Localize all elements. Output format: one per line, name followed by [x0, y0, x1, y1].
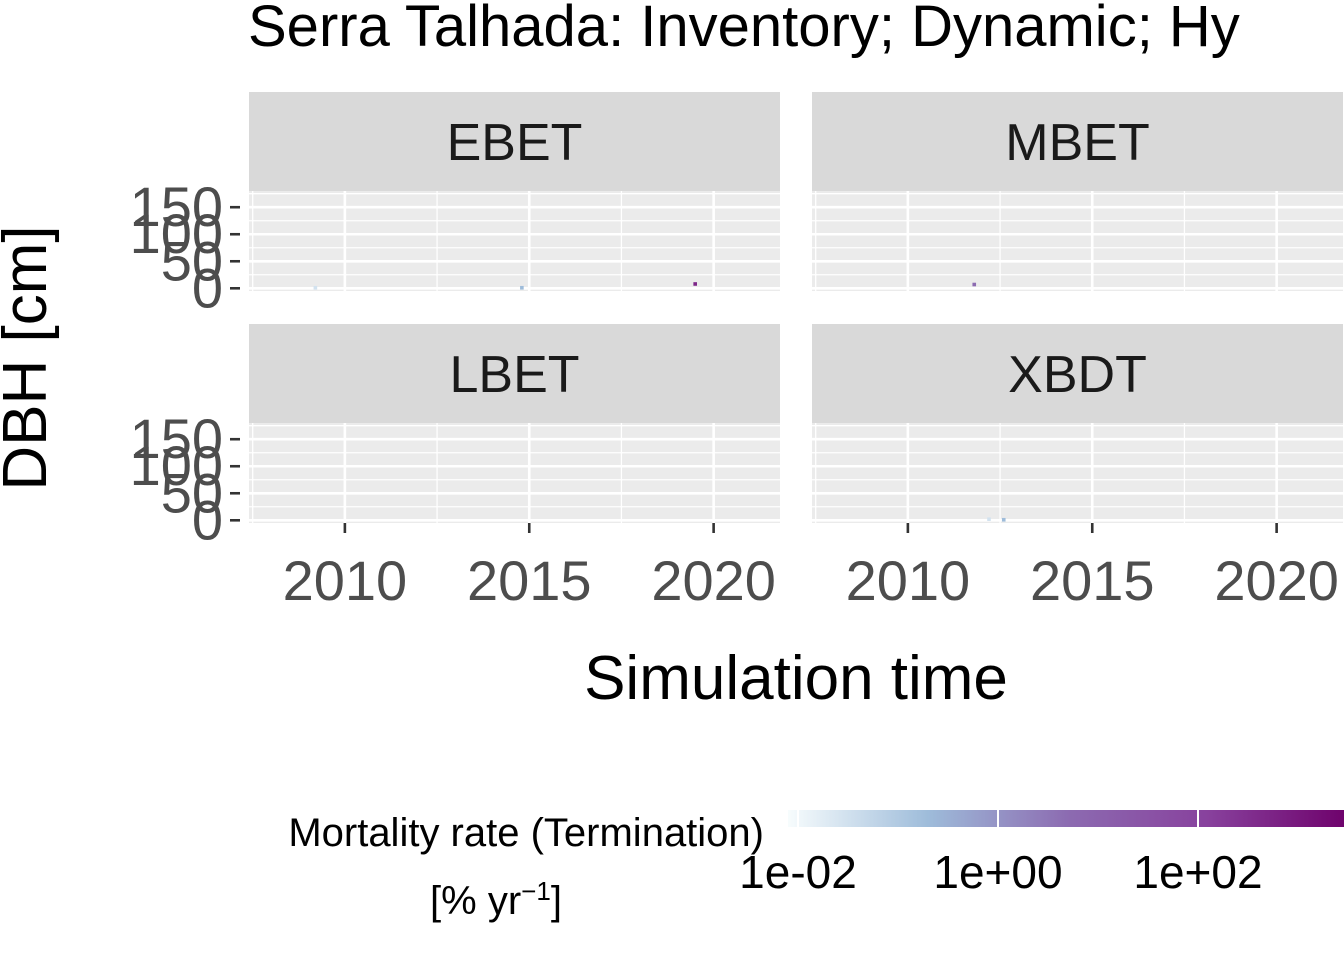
x-axis-lbet: 2010 2015 2020 [283, 523, 776, 612]
heatmap-cell [520, 285, 524, 290]
y-tick-label: 100 [130, 202, 223, 265]
y-axis-title: DBH [cm] [0, 225, 60, 490]
heatmap-cell [972, 282, 977, 287]
x-tick-label: 2010 [846, 549, 971, 612]
legend-colorbar [788, 810, 1344, 827]
gridlines [249, 423, 780, 523]
gridlines [812, 423, 1343, 523]
y-tick-label: 150 [130, 407, 223, 470]
y-tick-label: 100 [130, 434, 223, 497]
chart-title: Serra Talhada: Inventory; Dynamic; Hy [248, 0, 1240, 59]
legend-ticks: 1e-02 1e+00 1e+02 [739, 810, 1263, 898]
y-tick-label: 0 [192, 488, 223, 551]
legend-unit-suffix: ] [551, 879, 562, 923]
facet-panel-xbdt: XBDT [812, 324, 1343, 523]
heatmap-cells [313, 282, 697, 290]
facet-strip [249, 324, 780, 423]
x-tick-label: 2010 [283, 549, 408, 612]
facet-strip [812, 92, 1343, 191]
facet-strip-label: EBET [447, 114, 583, 172]
heatmap-cell [987, 517, 991, 522]
heatmap-cells [972, 282, 977, 287]
facet-strip [812, 324, 1343, 423]
y-tick-label: 0 [192, 256, 223, 319]
heatmap-cell [693, 282, 697, 286]
y-tick-label: 150 [130, 175, 223, 238]
x-tick-label: 2015 [1030, 549, 1155, 612]
heatmap-cells [987, 517, 1006, 522]
facet-strip-label: MBET [1005, 114, 1149, 172]
facet-strip-label: LBET [449, 346, 579, 404]
legend-unit-exponent: −1 [521, 876, 551, 906]
color-legend: Mortality rate (Termination) [% yr−1] 1e… [288, 810, 1344, 923]
heatmap-cell [313, 285, 318, 290]
legend-unit-prefix: [% yr [430, 879, 521, 923]
legend-tick-label: 1e+02 [1133, 846, 1262, 898]
facet-strip [249, 92, 780, 191]
x-axes: 2010 2015 2020 2010 2015 2020 [283, 523, 1339, 612]
x-axis-xbdt: 2010 2015 2020 [846, 523, 1339, 612]
legend-tick-label: 1e+00 [933, 846, 1062, 898]
y-tick-label: 50 [161, 461, 223, 524]
y-tick-label: 50 [161, 229, 223, 292]
legend-tick-label: 1e-02 [739, 846, 857, 898]
legend-title-line1: Mortality rate (Termination) [288, 811, 764, 855]
x-tick-label: 2020 [1214, 549, 1339, 612]
x-axis-title: Simulation time [584, 644, 1008, 713]
gridlines [812, 191, 1343, 291]
heatmap-cell [1001, 517, 1006, 522]
x-tick-label: 2015 [467, 549, 592, 612]
facet-panel-mbet: MBET [812, 92, 1343, 291]
facet-panel-ebet: EBET [249, 92, 780, 291]
x-tick-label: 2020 [651, 549, 776, 612]
facet-strip-label: XBDT [1008, 346, 1147, 404]
legend-title-line2: [% yr−1] [430, 876, 562, 923]
gridlines [249, 191, 780, 291]
facet-panel-lbet: LBET [249, 324, 780, 523]
facet-panels: EBET MBET LBET XBDT [249, 92, 1343, 523]
